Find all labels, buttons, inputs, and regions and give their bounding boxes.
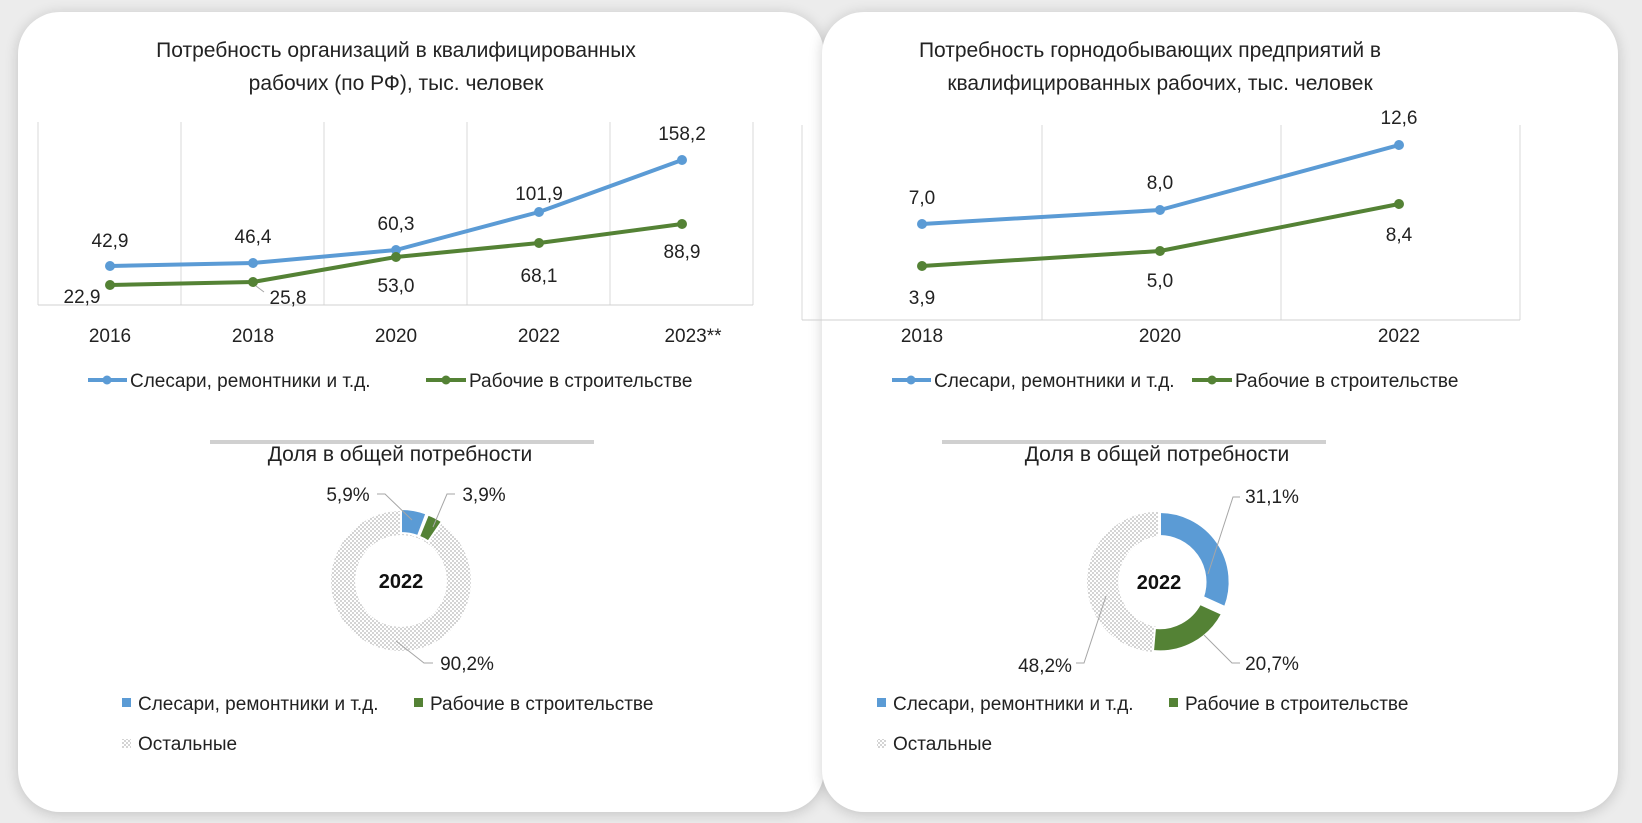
left-chart-title-line2: рабочих (по РФ), тыс. человек [249,72,544,95]
svg-text:68,1: 68,1 [521,266,558,287]
left-donut-legend: Слесари, ремонтники и т.д. Рабочие в стр… [122,694,653,755]
svg-text:8,0: 8,0 [1147,173,1173,194]
svg-text:60,3: 60,3 [378,214,415,235]
svg-text:12,6: 12,6 [1381,108,1418,129]
right-chart-title-line2: квалифицированных рабочих, тыс. человек [947,72,1373,95]
svg-text:Слесари, ремонтники и т.д.: Слесари, ремонтники и т.д. [138,694,379,715]
left-donut-label-other: 90,2% [440,654,494,675]
svg-text:53,0: 53,0 [378,276,415,297]
legend-blue-label: Слесари, ремонтники и т.д. [130,371,371,392]
left-divider [210,440,594,444]
right-donut-label-other: 48,2% [1018,656,1072,677]
left-line-legend: Слесари, ремонтники и т.д. Рабочие в стр… [88,371,692,392]
left-green-data-labels: 22,9 25,8 53,0 68,1 88,9 [64,242,701,309]
svg-text:2016: 2016 [89,326,131,347]
svg-text:101,9: 101,9 [515,184,563,205]
svg-text:2023**: 2023** [664,326,722,347]
right-blue-data-labels: 7,0 8,0 12,6 [909,108,1418,209]
right-gridlines [801,125,1521,321]
donut-slice-green [1151,602,1224,653]
svg-text:2022: 2022 [518,326,560,347]
right-chart-title-line1: Потребность горнодобывающих предприятий … [919,39,1381,62]
svg-text:2018: 2018 [901,326,943,347]
svg-text:Рабочие в строительстве: Рабочие в строительстве [430,694,653,715]
svg-text:46,4: 46,4 [235,227,272,248]
svg-text:Остальные: Остальные [138,734,237,755]
right-divider [942,440,1326,444]
svg-text:2020: 2020 [1139,326,1181,347]
right-donut-title: Доля в общей потребности [1025,443,1290,466]
right-donut-label-green: 20,7% [1245,654,1299,675]
svg-text:88,9: 88,9 [664,242,701,263]
svg-text:Рабочие в строительстве: Рабочие в строительстве [1235,371,1458,392]
svg-text:22,9: 22,9 [64,287,101,308]
svg-text:7,0: 7,0 [909,188,935,209]
legend-green-label: Рабочие в строительстве [469,371,692,392]
svg-text:2022: 2022 [1378,326,1420,347]
right-line-legend: Слесари, ремонтники и т.д. Рабочие в стр… [892,371,1458,392]
left-panel-card [18,12,824,812]
right-x-axis-labels: 2018 2020 2022 [901,326,1420,347]
right-donut-legend: Слесари, ремонтники и т.д. Рабочие в стр… [877,694,1408,755]
donut-slice-blue [1159,510,1231,609]
svg-text:2018: 2018 [232,326,274,347]
left-gridlines [37,122,754,306]
right-line-chart: Потребность горнодобывающих предприятий … [801,39,1521,392]
left-donut-title: Доля в общей потребности [268,443,533,466]
left-line-chart: Потребность организаций в квалифицирован… [37,39,754,392]
right-donut-label-blue: 31,1% [1245,487,1299,508]
svg-text:158,2: 158,2 [658,124,706,145]
svg-text:5,0: 5,0 [1147,271,1173,292]
right-panel-card [822,12,1618,812]
left-donut-chart: Доля в общей потребности 2022 5,9% 3,9% … [268,443,533,675]
left-x-axis-labels: 2016 2018 2020 2022 2023** [89,326,722,347]
svg-text:Слесари, ремонтники и т.д.: Слесари, ремонтники и т.д. [893,694,1134,715]
svg-text:Остальные: Остальные [893,734,992,755]
donut-slice-green [417,513,444,543]
left-donut-label-blue: 5,9% [326,485,369,506]
left-chart-title-line1: Потребность организаций в квалифицирован… [156,39,636,62]
svg-text:2020: 2020 [375,326,417,347]
left-donut-center-label: 2022 [379,571,424,593]
svg-text:25,8: 25,8 [270,288,307,309]
svg-text:8,4: 8,4 [1386,225,1413,246]
left-blue-data-labels: 42,9 46,4 60,3 101,9 158,2 [92,124,706,252]
svg-text:42,9: 42,9 [92,231,129,252]
left-donut-label-green: 3,9% [462,485,505,506]
right-green-data-labels: 3,9 5,0 8,4 [909,225,1413,309]
svg-text:Слесари, ремонтники и т.д.: Слесари, ремонтники и т.д. [934,371,1175,392]
leader-line [255,285,265,293]
svg-text:Рабочие в строительстве: Рабочие в строительстве [1185,694,1408,715]
right-donut-center-label: 2022 [1137,572,1182,594]
donut-slice-other [1087,511,1158,652]
right-donut-chart: Доля в общей потребности 2022 31,1% 20,7… [1018,443,1299,677]
left-series-blue-markers [105,155,687,271]
left-series-green-markers [105,219,687,290]
svg-text:3,9: 3,9 [909,288,935,309]
